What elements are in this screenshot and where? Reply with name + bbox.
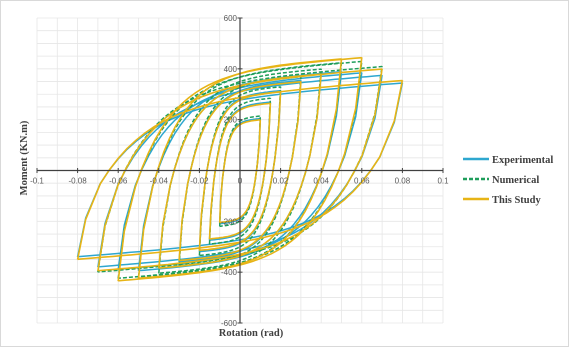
x-tick-label: 0.02 <box>273 177 289 186</box>
x-tick-label: 0.08 <box>395 177 411 186</box>
y-tick-label: -200 <box>221 217 238 226</box>
y-tick-label: 600 <box>224 14 238 23</box>
legend-label: Numerical <box>492 175 539 186</box>
hysteresis-loop <box>76 79 404 261</box>
y-tick-label: -600 <box>221 319 238 328</box>
axes: -0.1 -0.08 -0.06 -0.04 -0.02 0 0.02 0.04 0.06 0.0… <box>30 14 449 328</box>
y-axis-title: Moment (KN.m) <box>19 120 30 195</box>
hysteresis-loop <box>198 86 282 257</box>
y-tick-label: -400 <box>221 268 238 277</box>
plot-area <box>76 56 404 282</box>
legend: Experimental Numerical This Study <box>463 155 553 206</box>
x-tick-label: 0.04 <box>313 177 329 186</box>
x-tick-label: 0.1 <box>437 177 449 186</box>
hysteresis-loop <box>97 74 383 268</box>
hysteresis-loop <box>178 81 302 262</box>
x-tick-label: -0.08 <box>68 177 87 186</box>
x-tick-label: 0 <box>238 177 243 186</box>
x-tick-label: -0.06 <box>109 177 128 186</box>
x-axis-title: Rotation (rad) <box>219 328 284 339</box>
hysteresis-loop <box>97 68 383 272</box>
x-tick-label: -0.04 <box>150 177 169 186</box>
x-tick-label: 0.06 <box>354 177 370 186</box>
hysteresis-loop <box>218 119 262 224</box>
hysteresis-loop <box>158 68 322 274</box>
legend-item: This Study <box>463 195 541 206</box>
legend-item: Experimental <box>463 155 553 166</box>
legend-label: This Study <box>492 195 541 206</box>
legend-item: Numerical <box>463 175 539 186</box>
hysteresis-loop <box>218 115 262 228</box>
x-tick-label: -0.1 <box>30 177 44 186</box>
legend-label: Experimental <box>492 155 553 166</box>
x-tick-label: -0.02 <box>190 177 209 186</box>
hysteresis-loop <box>117 56 363 282</box>
y-tick-label: 200 <box>224 116 238 125</box>
hysteresis-loop <box>208 102 272 240</box>
hysteresis-loop <box>208 97 272 245</box>
y-tick-label: 400 <box>224 65 238 74</box>
series-this-study <box>76 56 404 282</box>
